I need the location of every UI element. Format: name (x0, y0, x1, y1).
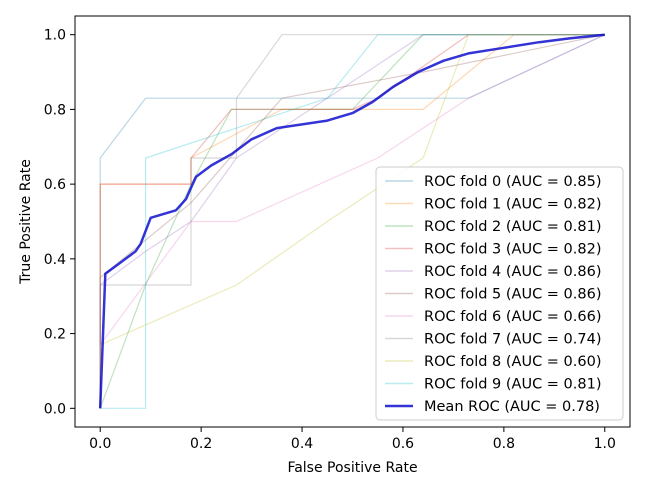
legend-box (375, 166, 624, 421)
y-tick-label: 0.8 (44, 102, 66, 118)
legend-entry: ROC fold 6 (AUC = 0.66) (424, 309, 602, 325)
x-tick-label: 0.4 (291, 436, 313, 452)
legend-entry: ROC fold 1 (AUC = 0.82) (424, 197, 602, 213)
plot-frame (74, 15, 631, 428)
x-tick-label: 0.0 (89, 436, 111, 452)
roc-line-fold-6 (99, 34, 606, 409)
roc-line-fold-8 (99, 34, 605, 409)
roc-line-fold-7 (99, 34, 605, 409)
y-tick-label: 0.6 (44, 177, 66, 193)
roc-line-fold-0 (99, 34, 606, 409)
y-tick-label: 0.0 (44, 401, 66, 417)
legend-entry: ROC fold 3 (AUC = 0.82) (424, 242, 602, 258)
roc-line-mean (98, 33, 605, 409)
legend-entry: ROC fold 9 (AUC = 0.81) (424, 377, 602, 393)
legend-entry: ROC fold 2 (AUC = 0.81) (424, 219, 602, 235)
roc-line-fold-3 (99, 34, 605, 409)
legend-entry: ROC fold 4 (AUC = 0.86) (424, 264, 602, 280)
x-axis-ticks: 0.0 0.2 0.4 0.6 0.8 1.0 (89, 427, 616, 452)
roc-line-fold-2 (99, 34, 605, 409)
legend-entry: ROC fold 8 (AUC = 0.60) (424, 354, 602, 370)
legend: ROC fold 0 (AUC = 0.85) ROC fold 1 (AUC =… (375, 166, 624, 421)
y-axis-label: True Positive Rate (18, 159, 34, 285)
x-tick-label: 1.0 (594, 436, 616, 452)
legend-entry: ROC fold 7 (AUC = 0.74) (424, 332, 602, 348)
legend-entry: ROC fold 5 (AUC = 0.86) (424, 287, 602, 303)
roc-line-fold-4 (99, 34, 605, 409)
y-tick-label: 0.2 (44, 327, 66, 343)
roc-line-fold-9 (100, 34, 605, 409)
y-tick-label: 1.0 (44, 28, 66, 44)
legend-entry: Mean ROC (AUC = 0.78) (424, 399, 600, 415)
x-tick-label: 0.6 (392, 436, 414, 452)
x-tick-label: 0.2 (190, 436, 212, 452)
roc-line-fold-1 (99, 34, 605, 409)
legend-entry: ROC fold 0 (AUC = 0.85) (424, 174, 602, 190)
plot-lines (98, 33, 606, 409)
y-tick-label: 0.4 (44, 252, 66, 268)
y-axis-ticks: 0.0 0.2 0.4 0.6 0.8 1.0 (44, 28, 75, 417)
x-tick-label: 0.8 (493, 436, 515, 452)
x-axis-label: False Positive Rate (287, 460, 417, 476)
